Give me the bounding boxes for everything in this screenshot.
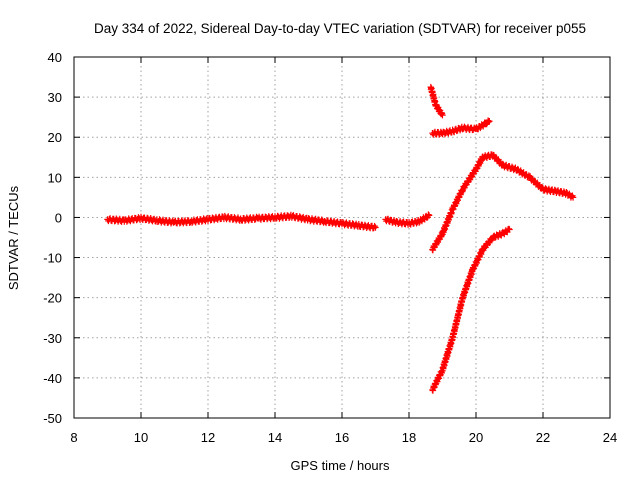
x-tick-label: 8	[70, 430, 77, 445]
data-segment	[429, 117, 493, 138]
y-tick-label: -10	[43, 251, 62, 266]
data-point-markers	[427, 83, 446, 119]
data-point-markers	[382, 211, 433, 228]
y-tick-labels: -50 -40 -30 -20 -10 0 10 20 30 40	[43, 50, 62, 426]
y-tick-label: 20	[48, 130, 62, 145]
y-tick-label: -40	[43, 371, 62, 386]
data-point-markers	[429, 151, 577, 254]
y-tick-label: 40	[48, 50, 62, 65]
grid-lines	[74, 57, 610, 418]
data-point-markers	[104, 211, 379, 232]
data-segment	[429, 225, 513, 394]
x-tick-label: 20	[469, 430, 483, 445]
y-tick-label: -50	[43, 411, 62, 426]
x-tick-label: 24	[603, 430, 617, 445]
y-tick-label: 30	[48, 90, 62, 105]
data-point-markers	[429, 117, 493, 138]
y-tick-label: -20	[43, 291, 62, 306]
y-axis-label: SDTVAR / TECUs	[6, 185, 21, 290]
x-tick-label: 22	[536, 430, 550, 445]
data-segment	[427, 83, 446, 119]
data-segment	[429, 151, 577, 254]
x-tick-label: 14	[268, 430, 282, 445]
x-tick-label: 18	[402, 430, 416, 445]
chart-title: Day 334 of 2022, Sidereal Day-to-day VTE…	[94, 21, 586, 36]
y-tick-label: 0	[55, 210, 62, 225]
y-tick-label: 10	[48, 170, 62, 185]
data-segment	[382, 211, 433, 228]
y-tick-label: -30	[43, 331, 62, 346]
data-points	[104, 83, 577, 394]
x-tick-label: 16	[335, 430, 349, 445]
data-point-markers	[429, 225, 513, 394]
axis-ticks	[73, 56, 611, 419]
x-tick-label: 10	[134, 430, 148, 445]
x-tick-label: 12	[201, 430, 215, 445]
x-tick-labels: 8 10 12 14 16 18 20 22 24	[70, 430, 617, 445]
x-axis-label: GPS time / hours	[291, 458, 390, 473]
data-segment	[104, 211, 379, 232]
